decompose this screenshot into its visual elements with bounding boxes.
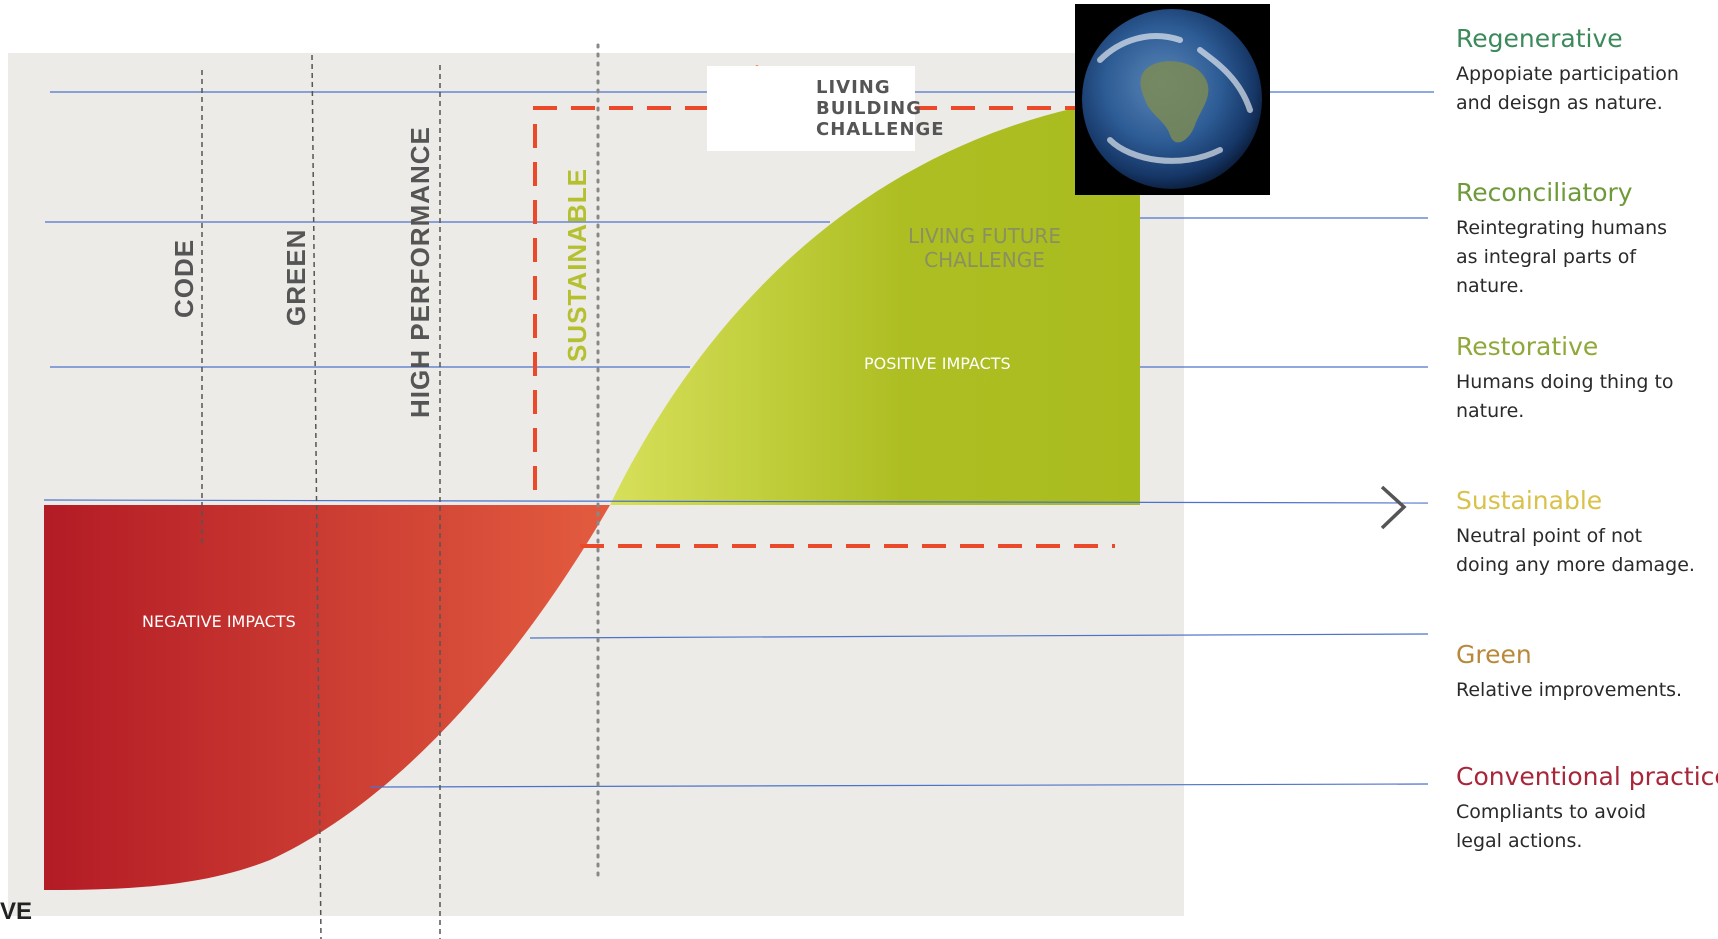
legend-title: Regenerative <box>1456 24 1623 53</box>
legend-title: Reconciliatory <box>1456 178 1633 207</box>
legend-item-regenerative: Regenerative Appopiate participation and… <box>1456 24 1718 118</box>
legend-title: Conventional practice <box>1456 762 1718 791</box>
stage-label-code: CODE <box>169 238 199 318</box>
guide-lines <box>43 91 1434 788</box>
corner-fragment-text: VE <box>0 898 33 925</box>
guide-line-conventional <box>369 783 1429 788</box>
earth-clouds <box>1097 33 1253 164</box>
legend-desc: Relative improvements. <box>1456 679 1683 701</box>
positive-impacts-region <box>610 108 1140 505</box>
legend-title: Restorative <box>1456 332 1599 361</box>
legend-item-conventional-practice: Conventional practice Compliants to avoi… <box>1456 762 1718 856</box>
living-future-challenge-label: LIVING FUTURE CHALLENGE <box>908 224 1061 272</box>
legend-title: Sustainable <box>1456 486 1603 515</box>
guide-line-sustainable <box>43 499 1429 504</box>
negative-impacts-region <box>44 505 610 890</box>
guide-line-green <box>529 633 1429 639</box>
chevron-right-icon <box>1380 485 1407 530</box>
stage-lines <box>201 54 441 939</box>
legend-item-reconciliatory: Reconciliatory Reintegrating humans as i… <box>1456 178 1718 301</box>
living-building-challenge-logo: LIVING BUILDING CHALLENGE <box>707 66 944 151</box>
stage-label-green: GREEN <box>281 228 311 326</box>
legend-desc: Neutral point of not doing any more dama… <box>1456 525 1695 576</box>
legend-item-restorative: Restorative Humans doing thing to nature… <box>1456 332 1718 426</box>
legend-desc: Reintegrating humans as integral parts o… <box>1456 217 1668 297</box>
legend-item-sustainable: Sustainable Neutral point of not doing a… <box>1456 486 1718 580</box>
legend-title: Green <box>1456 640 1532 669</box>
legend-desc: Humans doing thing to nature. <box>1456 371 1674 422</box>
stage-line-green <box>311 54 322 939</box>
earth-continent <box>1140 61 1209 143</box>
stage-label-sustainable: SUSTAINABLE <box>562 168 592 362</box>
negative-impacts-label: NEGATIVE IMPACTS <box>142 612 296 631</box>
legend-desc: Compliants to avoid legal actions. <box>1456 801 1647 852</box>
positive-impacts-label: POSITIVE IMPACTS <box>864 354 1011 373</box>
logo-text: LIVING BUILDING CHALLENGE <box>816 77 945 140</box>
legend-item-green: Green Relative improvements. <box>1456 640 1718 705</box>
stage-label-high-performance: HIGH PERFORMANCE <box>405 126 435 418</box>
legend-desc: Appopiate participation and deisgn as na… <box>1456 63 1679 114</box>
